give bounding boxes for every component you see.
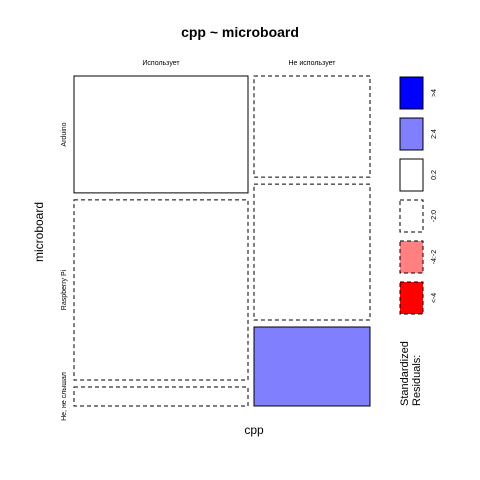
chart-title: cpp ~ microboard bbox=[181, 24, 299, 40]
legend-swatch bbox=[399, 158, 424, 192]
row-label: Raspberry Pi bbox=[61, 269, 68, 310]
row-label: Не, не слышал bbox=[61, 372, 68, 421]
mosaic-cell bbox=[73, 386, 249, 407]
legend-title: Standardized Residuals: bbox=[399, 338, 423, 406]
legend-label: 2:4 bbox=[431, 129, 438, 139]
row-labels: Arduino Raspberry Pi Не, не слышал bbox=[61, 122, 68, 421]
mosaic-cell bbox=[253, 326, 371, 407]
mosaic-cell bbox=[253, 75, 371, 178]
legend-label: -4:-2 bbox=[431, 250, 438, 265]
column-label: Не использует bbox=[289, 60, 337, 67]
mosaic-cell bbox=[73, 199, 249, 381]
legend-swatch bbox=[399, 76, 424, 110]
legend-label: >4 bbox=[431, 89, 438, 97]
residuals-legend: >4 2:4 0:2 -2:0 -4:-2 <-4 bbox=[399, 76, 438, 315]
mosaic-cells bbox=[73, 75, 371, 407]
legend-swatch bbox=[399, 281, 424, 315]
legend-swatch bbox=[399, 199, 424, 233]
legend-swatch bbox=[399, 240, 424, 274]
mosaic-cell bbox=[73, 75, 249, 194]
column-labels: Использует Не использует bbox=[142, 60, 336, 67]
legend-label: 0:2 bbox=[431, 170, 438, 180]
mosaic-cell bbox=[253, 183, 371, 321]
row-label: Arduino bbox=[61, 122, 68, 146]
column-label: Использует bbox=[142, 60, 180, 67]
legend-label: <-4 bbox=[431, 293, 438, 303]
legend-label: -2:0 bbox=[431, 210, 438, 222]
x-axis-label: cpp bbox=[244, 423, 264, 437]
y-axis-label: microboard bbox=[32, 202, 46, 262]
legend-swatch bbox=[399, 117, 424, 151]
